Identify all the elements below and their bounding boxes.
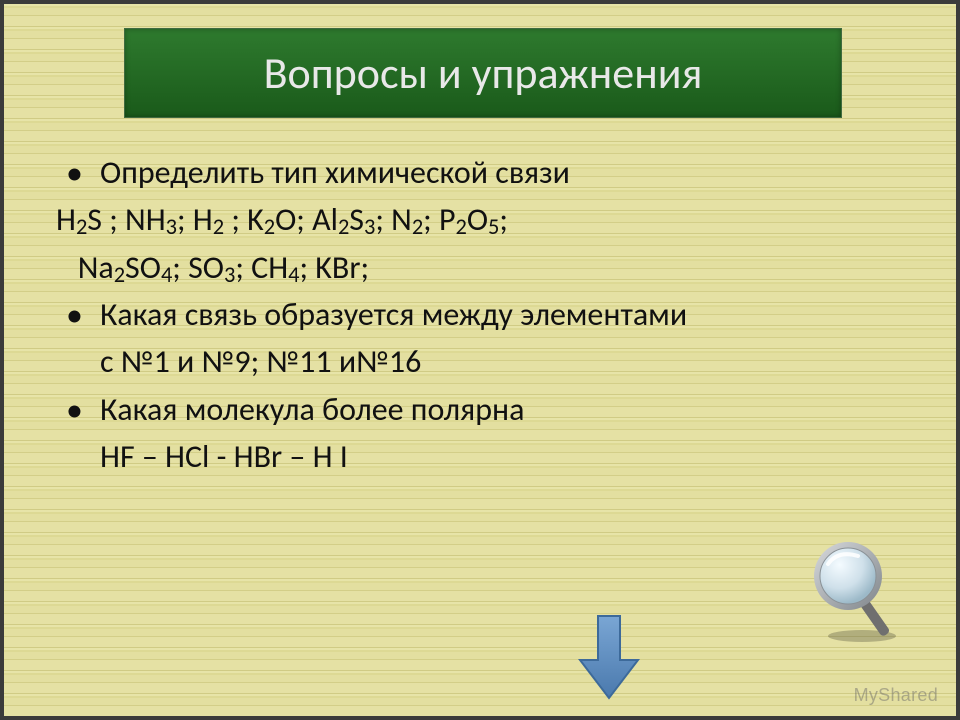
f1-p7: ; N	[375, 200, 411, 239]
f1-s6: 3	[364, 214, 375, 241]
f2-s4: 4	[288, 262, 299, 289]
f1-s1: 2	[76, 214, 87, 241]
bullet-2: Какая связь образуется между элементами …	[56, 291, 916, 386]
f1-p2: S ; NH	[87, 200, 165, 239]
slide-body: Определить тип химической связи H2S ; NH…	[56, 149, 916, 481]
f1-s4: 2	[264, 214, 275, 241]
f2-p5: ; KBr;	[300, 248, 370, 287]
f1-p5: O; Al	[275, 200, 338, 239]
f1-s5: 2	[338, 214, 349, 241]
watermark: MyShared	[854, 685, 938, 706]
bullet-1-text: Определить тип химической связи	[100, 153, 570, 192]
bullet-2-line-2: с №1 и №9; №11 и№16	[100, 342, 421, 381]
f2-pre: Na	[56, 248, 114, 287]
formulas-line-2: Na2SO4; SO3; CH4; KBr;	[56, 244, 916, 291]
bullet-2-line-1: Какая связь образуется между элементами	[100, 295, 687, 334]
slide: Вопросы и упражнения Определить тип хими…	[0, 0, 960, 720]
halogens-line: HF – HCl - HBr – H I	[56, 433, 916, 480]
bullet-1: Определить тип химической связи	[56, 149, 916, 196]
f2-s2: 4	[161, 262, 172, 289]
f2-s1: 2	[114, 262, 125, 289]
f1-p8: ; P	[423, 200, 455, 239]
f1-p1: H	[56, 200, 76, 239]
f1-p4: ; K	[224, 200, 264, 239]
magnifier-icon[interactable]	[804, 536, 914, 646]
bullet-3-text: Какая молекула более полярна	[100, 390, 524, 429]
f1-p6: S	[349, 200, 364, 239]
halogens-text: HF – HCl - HBr – H I	[100, 437, 348, 476]
f1-s8: 2	[456, 214, 467, 241]
f2-p2: SO	[125, 248, 161, 287]
f1-s9: 5	[488, 214, 499, 241]
slide-title: Вопросы и упражнения	[124, 28, 842, 118]
f1-s3: 2	[213, 214, 224, 241]
f1-p10: ;	[499, 200, 508, 239]
f1-p3: ; H	[177, 200, 213, 239]
f1-s2: 3	[166, 214, 177, 241]
formulas-line-1: H2S ; NH3; H2 ; K2O; Al2S3; N2; P2O5;	[56, 196, 916, 243]
arrow-down-icon	[578, 614, 640, 700]
f1-p9: O	[467, 200, 488, 239]
f2-p3: ; SO	[172, 248, 224, 287]
f2-p4: ; CH	[235, 248, 288, 287]
f2-s3: 3	[224, 262, 235, 289]
f1-s7: 2	[412, 214, 423, 241]
bullet-3: Какая молекула более полярна	[56, 386, 916, 433]
